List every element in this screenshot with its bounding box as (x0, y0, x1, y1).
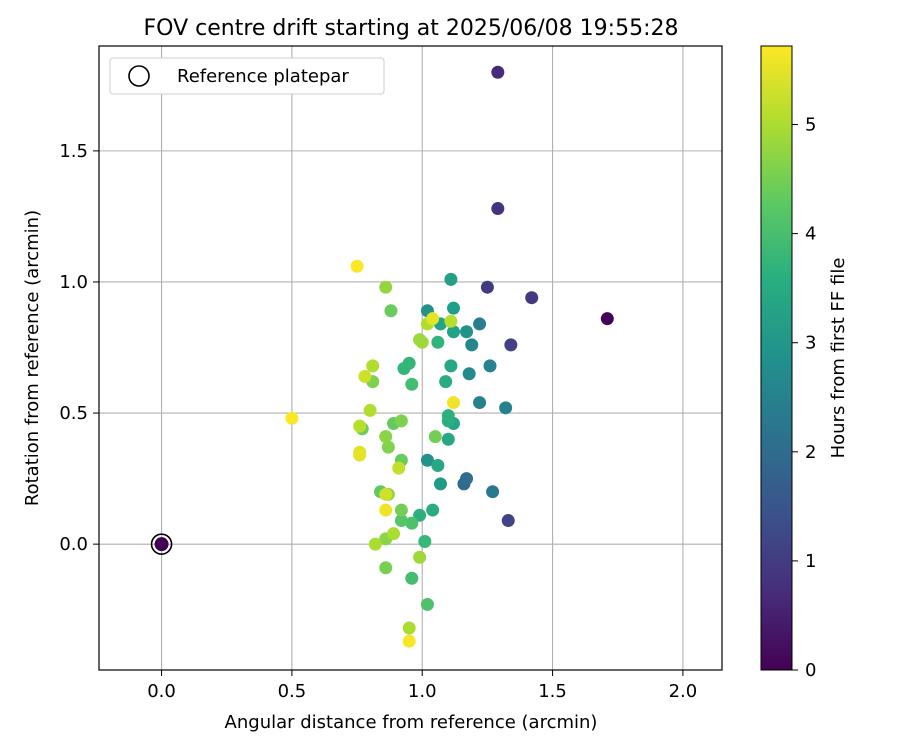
scatter-point (483, 359, 497, 373)
y-tick-label: 1.5 (59, 141, 88, 162)
scatter-point (394, 514, 408, 528)
reference-point (154, 537, 169, 552)
x-tick-label: 0.5 (278, 681, 307, 702)
colorbar-tick-label: 3 (805, 333, 816, 354)
scatter-point (405, 516, 419, 530)
scatter-point (460, 472, 474, 486)
scatter-point (501, 514, 515, 528)
scatter-point (420, 453, 434, 467)
scatter-point (285, 411, 299, 425)
scatter-point (420, 597, 434, 611)
x-tick-label: 2.0 (669, 681, 698, 702)
x-axis-label: Angular distance from reference (arcmin) (225, 712, 598, 733)
scatter-point (392, 461, 406, 475)
colorbar-tick-label: 1 (805, 551, 816, 572)
scatter-point (441, 432, 455, 446)
legend-box (109, 57, 385, 95)
grid-lines (99, 46, 722, 670)
scatter-point (363, 403, 377, 417)
scatter-point (379, 503, 393, 517)
scatter-point (402, 621, 416, 635)
scatter-point (499, 401, 513, 415)
scatter-point (405, 377, 419, 391)
scatter-point (600, 312, 614, 326)
scatter-point (431, 458, 445, 472)
scatter-point (428, 430, 442, 444)
x-axis-ticks: 0.0 0.5 1.0 1.5 2.0 (147, 670, 697, 702)
legend-label: Reference platepar (177, 66, 349, 87)
scatter-point (402, 634, 416, 648)
legend-marker (128, 65, 150, 87)
scatter-point (384, 304, 398, 318)
scatter-point (394, 414, 408, 428)
scatter-point (379, 487, 393, 501)
colorbar-label: Hours from first FF file (828, 258, 849, 459)
y-axis-ticks: 0.0 0.5 1.0 1.5 (59, 141, 99, 555)
scatter-point (413, 550, 427, 564)
scatter-point (353, 419, 367, 433)
reference-marker (150, 533, 173, 555)
y-tick-label: 0.0 (59, 534, 88, 555)
colorbar-tick-label: 5 (805, 115, 816, 136)
y-tick-label: 0.5 (59, 403, 88, 424)
scatter-point (504, 338, 518, 352)
scatter-point (525, 291, 539, 305)
scatter-point (462, 367, 476, 381)
scatter-point (441, 409, 455, 423)
x-tick-label: 0.0 (147, 681, 176, 702)
chart-title: FOV centre drift starting at 2025/06/08 … (144, 16, 679, 41)
scatter-point (426, 503, 440, 517)
colorbar-tick-label: 2 (805, 442, 816, 463)
colorbar (760, 45, 793, 671)
scatter-point (353, 448, 367, 462)
scatter-point (444, 314, 458, 328)
scatter-point (415, 335, 429, 349)
scatter-point (491, 65, 505, 79)
scatter-point (358, 369, 372, 383)
legend: Reference platepar (109, 57, 385, 95)
scatter-point (444, 359, 458, 373)
scatter-point (379, 561, 393, 575)
scatter-point (444, 272, 458, 286)
scatter-point (465, 338, 479, 352)
scatter-point (381, 440, 395, 454)
scatter-point (350, 259, 364, 273)
scatter-point (431, 335, 445, 349)
y-axis-label: Rotation from reference (arcmin) (22, 210, 43, 506)
scatter-point (480, 280, 494, 294)
colorbar-ticks: 0 1 2 3 4 5 (792, 115, 816, 681)
scatter-point (397, 361, 411, 375)
y-tick-label: 1.0 (59, 272, 88, 293)
scatter-point (405, 571, 419, 585)
scatter-point (379, 280, 393, 294)
scatter-point (439, 375, 453, 389)
scatter-point (473, 317, 487, 331)
x-tick-label: 1.5 (538, 681, 567, 702)
scatter-point (394, 503, 408, 517)
scatter-point (491, 202, 505, 216)
scatter-point (486, 485, 500, 499)
scatter-point (368, 537, 382, 551)
scatter-point (447, 301, 461, 315)
plot-frame (98, 45, 723, 671)
scatter-point (387, 527, 401, 541)
scatter-point (366, 359, 380, 373)
scatter-point (418, 535, 432, 549)
scatter-point (379, 430, 393, 444)
scatter-point (447, 396, 461, 410)
reference-ring (150, 533, 173, 555)
scatter-point (447, 325, 461, 339)
scatter-point (473, 396, 487, 410)
scatter-point (426, 312, 440, 326)
colorbar-tick-label: 4 (805, 224, 816, 245)
scatter-point (433, 477, 447, 491)
data-points (285, 65, 614, 648)
scatter-point (460, 325, 474, 339)
x-tick-label: 1.0 (408, 681, 437, 702)
colorbar-tick-label: 0 (805, 660, 816, 681)
